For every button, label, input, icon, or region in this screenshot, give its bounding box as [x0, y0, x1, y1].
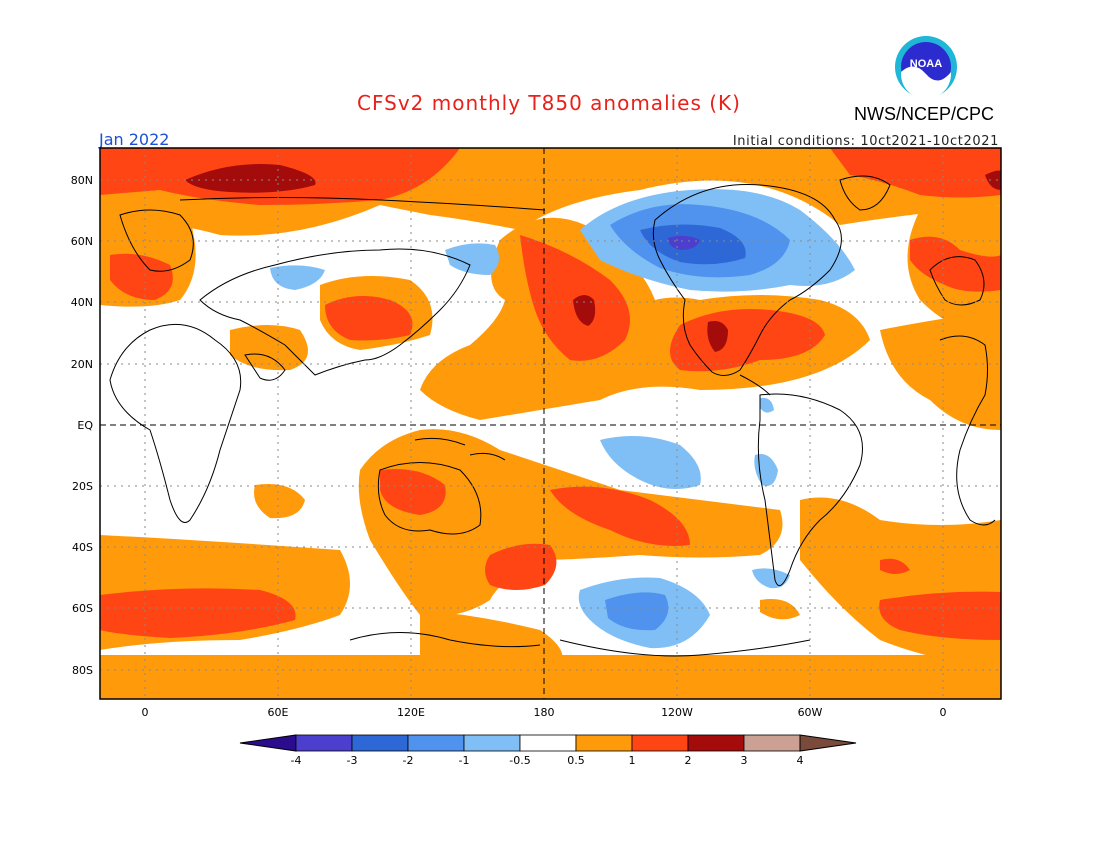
colorbar-label: 2: [685, 754, 692, 767]
colorbar-legend: -4 -3 -2 -1 -0.5 0.5 1 2 3 4: [239, 734, 857, 767]
lat-label: 80S: [72, 664, 93, 677]
lon-label: 120E: [397, 706, 425, 719]
anomaly-map: [99, 147, 1002, 700]
anomaly-fill-2-3: [185, 164, 1001, 352]
colorbar-swatch: [295, 734, 353, 752]
initial-conditions: Initial conditions: 10ct2021-10ct2021: [733, 134, 999, 149]
colorbar-swatch: [519, 734, 577, 752]
lat-label: 20S: [72, 480, 93, 493]
lat-label: 20N: [71, 358, 93, 371]
colorbar-swatch: [463, 734, 521, 752]
agency-label: NWS/NCEP/CPC: [854, 104, 994, 124]
graticule: [100, 148, 1001, 699]
lon-label: 0: [940, 706, 947, 719]
colorbar-swatch: [575, 734, 633, 752]
lon-label: 120W: [661, 706, 693, 719]
lon-label: 180: [534, 706, 555, 719]
lon-label: 60E: [268, 706, 289, 719]
colorbar-label: 1: [629, 754, 636, 767]
colorbar-label: -3: [347, 754, 358, 767]
colorbar-label: -0.5: [509, 754, 530, 767]
colorbar-label: 3: [741, 754, 748, 767]
colorbar-label: -2: [403, 754, 414, 767]
anomaly-fill-1-2: [100, 148, 1001, 640]
colorbar-arrow-high: [799, 734, 857, 752]
lat-axis-labels: 80N 60N 40N 20N EQ 20S 40S 60S 80S: [71, 174, 94, 677]
lat-label: 80N: [71, 174, 93, 187]
chart-title: CFSv2 monthly T850 anomalies (K): [357, 91, 741, 115]
lat-label: EQ: [77, 419, 93, 432]
reference-lines: [100, 148, 1001, 699]
svg-text:NOAA: NOAA: [910, 58, 942, 70]
anomaly-fill-neg-3: [668, 235, 700, 250]
lat-label: 60S: [72, 602, 93, 615]
valid-month: Jan 2022: [98, 130, 169, 149]
lon-axis-labels: 0 60E 120E 180 120W 60W 0: [142, 706, 947, 719]
lon-label: 60W: [798, 706, 823, 719]
colorbar-swatch: [407, 734, 465, 752]
colorbar-swatch: [351, 734, 409, 752]
colorbar-label: -1: [459, 754, 470, 767]
colorbar-swatch: [631, 734, 689, 752]
colorbar-label: 4: [797, 754, 804, 767]
coastlines: [109, 175, 996, 657]
lat-label: 40S: [72, 541, 93, 554]
colorbar-swatch: [687, 734, 745, 752]
lat-label: 40N: [71, 296, 93, 309]
map-frame: [99, 147, 1002, 700]
colorbar-label: 0.5: [567, 754, 585, 767]
noaa-logo-icon: NOAA: [895, 36, 957, 99]
colorbar-arrow-low: [239, 734, 297, 752]
colorbar-label: -4: [291, 754, 302, 767]
anomaly-fill-0.5-1: [100, 148, 1001, 699]
colorbar-swatch: [743, 734, 801, 752]
lat-label: 60N: [71, 235, 93, 248]
lon-label: 0: [142, 706, 149, 719]
